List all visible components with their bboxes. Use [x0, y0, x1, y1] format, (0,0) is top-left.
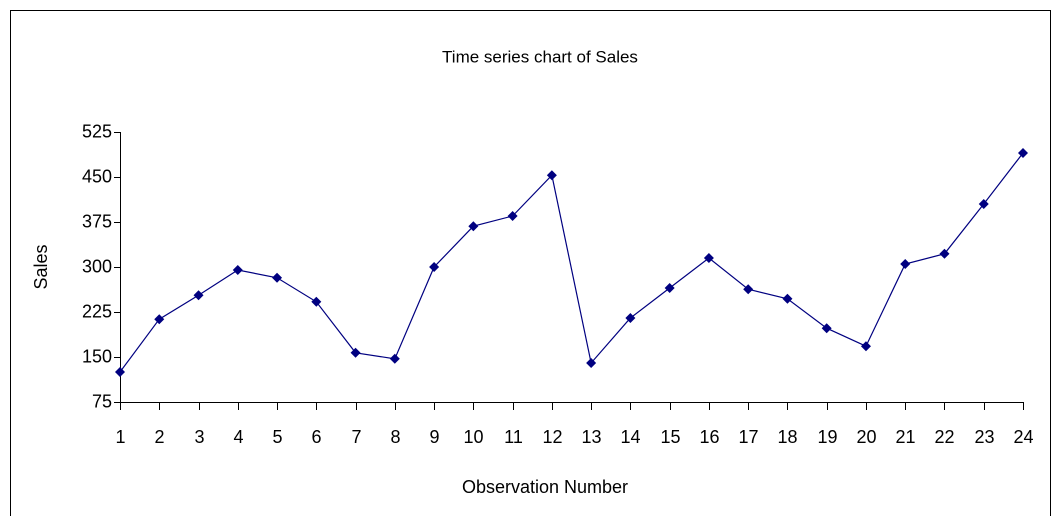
data-point: [232, 265, 243, 275]
data-point: [743, 284, 754, 295]
data-point: [586, 358, 597, 368]
x-axis-label: Observation Number: [462, 477, 628, 497]
x-tick-label: 18: [777, 427, 797, 447]
x-tick-label: 11: [504, 427, 523, 447]
x-tick-label: 23: [974, 427, 994, 447]
data-point: [703, 253, 714, 263]
y-tick-label: 225: [82, 301, 112, 321]
y-tick-label: 450: [82, 166, 112, 186]
x-tick-label: 19: [817, 427, 837, 447]
x-tick-label: 17: [738, 427, 758, 447]
chart-title: Time series chart of Sales: [442, 47, 638, 66]
y-tick-label: 150: [82, 346, 112, 366]
data-point: [389, 353, 400, 364]
data-point: [664, 283, 675, 293]
x-tick-label: 8: [390, 427, 400, 447]
data-point: [939, 248, 950, 259]
data-point: [350, 347, 361, 358]
x-tick-label: 24: [1013, 427, 1033, 447]
data-point: [429, 262, 440, 272]
data-point: [546, 170, 557, 181]
x-tick-label: 21: [895, 427, 915, 447]
x-tick-label: 13: [581, 427, 601, 447]
x-tick-label: 12: [542, 427, 562, 447]
y-tick-label: 525: [82, 121, 112, 141]
y-axis-label: Sales: [31, 244, 51, 289]
x-tick-label: 2: [154, 427, 164, 447]
x-tick-label: 5: [272, 427, 282, 447]
data-point: [272, 272, 283, 283]
x-tick-label: 10: [463, 427, 483, 447]
data-point: [115, 367, 125, 377]
y-tick-label: 300: [82, 256, 112, 276]
chart-frame: [10, 10, 1051, 516]
x-tick-label: 3: [194, 427, 204, 447]
data-point: [311, 296, 322, 307]
x-tick-label: 22: [934, 427, 954, 447]
x-tick-label: 4: [233, 427, 243, 447]
data-point: [978, 199, 989, 209]
data-point: [625, 313, 636, 323]
x-tick-label: 1: [115, 427, 125, 447]
x-tick-label: 15: [660, 427, 680, 447]
x-tick-label: 16: [699, 427, 719, 447]
x-tick-label: 9: [429, 427, 439, 447]
y-tick-label: 375: [82, 211, 112, 231]
series-line: [119, 152, 1024, 373]
data-point: [821, 323, 832, 334]
data-point: [507, 211, 518, 221]
data-point: [860, 341, 871, 352]
x-tick-label: 7: [351, 427, 361, 447]
x-tick-label: 14: [620, 427, 640, 447]
data-point: [154, 314, 165, 325]
data-point: [900, 259, 911, 269]
data-point: [193, 290, 204, 301]
x-tick-label: 6: [311, 427, 321, 447]
x-tick-label: 20: [856, 427, 876, 447]
data-point: [1018, 148, 1028, 158]
data-point: [782, 293, 793, 304]
y-tick-label: 75: [92, 391, 112, 411]
data-point: [468, 221, 479, 232]
